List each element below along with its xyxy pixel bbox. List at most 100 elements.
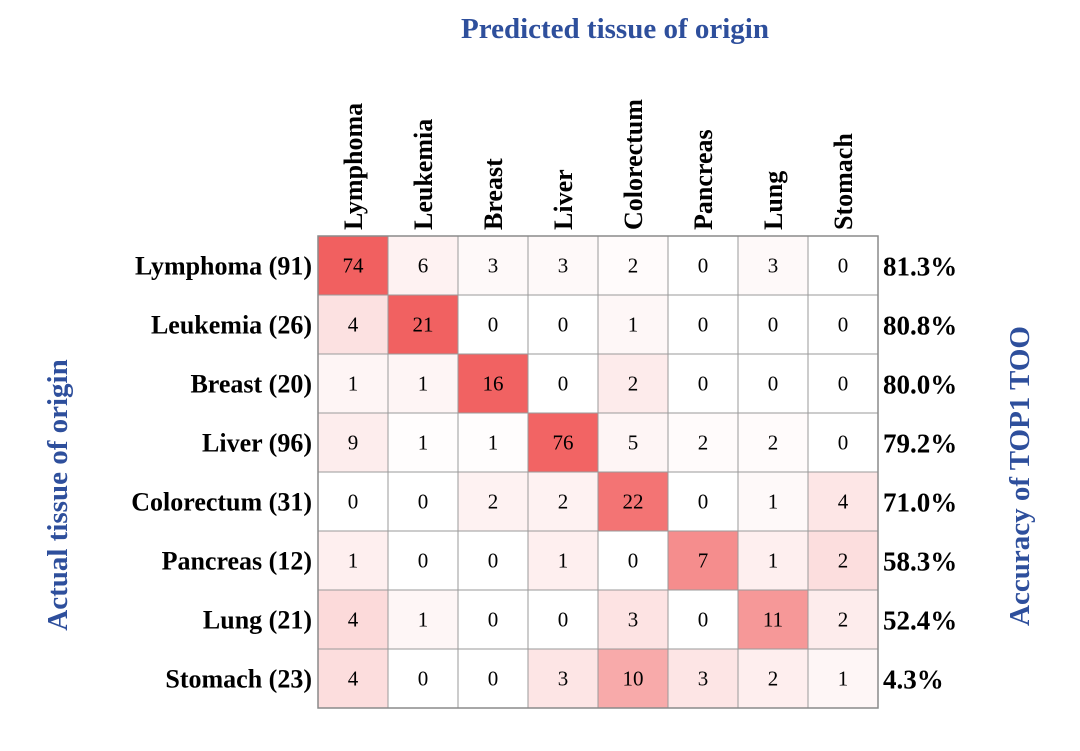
- column-label: Breast: [479, 158, 508, 230]
- cell-value: 1: [348, 549, 359, 573]
- cell-value: 0: [488, 549, 499, 573]
- cell-value: 0: [698, 254, 709, 278]
- cell-value: 0: [558, 608, 569, 632]
- cell-value: 0: [838, 254, 849, 278]
- heatmap-cell: [457, 412, 529, 473]
- heatmap-cell: [457, 589, 529, 650]
- heatmap-cell: [737, 530, 809, 591]
- accuracy-value: 80.8%: [883, 311, 957, 341]
- accuracy-value: 79.2%: [883, 429, 957, 459]
- cell-value: 2: [768, 667, 779, 691]
- chart-title: Predicted tissue of origin: [461, 13, 769, 45]
- heatmap-cell: [387, 294, 459, 355]
- heatmap-cell: [387, 353, 459, 414]
- heatmap-cell: [597, 353, 669, 414]
- cell-value: 0: [698, 490, 709, 514]
- heatmap-border: [317, 235, 879, 709]
- heatmap-cell: [807, 235, 879, 296]
- cell-value: 1: [838, 667, 849, 691]
- heatmap-cell: [667, 294, 739, 355]
- heatmap-cell: [807, 471, 879, 532]
- cell-value: 76: [553, 431, 574, 455]
- cell-value: 2: [628, 254, 639, 278]
- heatmap-cell: [597, 589, 669, 650]
- cell-value: 0: [488, 608, 499, 632]
- cell-value: 0: [558, 372, 569, 396]
- heatmap-cell: [457, 648, 529, 709]
- cell-value: 0: [698, 608, 709, 632]
- cell-value: 4: [348, 608, 359, 632]
- heatmap-cell: [597, 530, 669, 591]
- column-label: Stomach: [829, 133, 858, 230]
- heatmap-cell: [317, 589, 389, 650]
- column-label: Liver: [549, 169, 578, 230]
- cell-value: 9: [348, 431, 359, 455]
- cell-value: 16: [483, 372, 504, 396]
- accuracy-value: 81.3%: [883, 252, 957, 282]
- cell-value: 1: [488, 431, 499, 455]
- heatmap-cell: [457, 530, 529, 591]
- heatmap-cell: [807, 294, 879, 355]
- row-label: Pancreas (12): [162, 547, 312, 576]
- cell-value: 0: [838, 313, 849, 337]
- heatmap-cell: [737, 589, 809, 650]
- row-label: Lymphoma (91): [135, 252, 312, 281]
- cell-value: 0: [418, 667, 429, 691]
- row-label: Liver (96): [202, 429, 312, 458]
- heatmap-cells: 74 6 3 3 2 0 3 04 21 0 0 1 0 0 01 1 16 0 2 0 0 09 1 1 76 5 2 2 00 0 2 2…: [317, 235, 879, 709]
- row-label: Leukemia (26): [151, 311, 312, 340]
- cell-value: 3: [488, 254, 499, 278]
- row-label: Colorectum (31): [131, 488, 312, 517]
- cell-value: 74: [343, 254, 365, 278]
- heatmap-cell: [527, 353, 599, 414]
- cell-value: 0: [488, 667, 499, 691]
- cell-value: 22: [623, 490, 644, 514]
- column-label: Lung: [759, 171, 788, 230]
- column-label: Leukemia: [409, 119, 438, 230]
- heatmap-cell: [667, 530, 739, 591]
- heatmap-cell: [527, 471, 599, 532]
- cell-value: 0: [768, 372, 779, 396]
- cell-value: 2: [698, 431, 709, 455]
- heatmap-cell: [387, 530, 459, 591]
- heatmap-cell: [317, 235, 389, 296]
- accuracy-value: 4.3%: [883, 665, 944, 695]
- cell-value: 0: [418, 490, 429, 514]
- cell-value: 2: [558, 490, 569, 514]
- heatmap-cell: [737, 471, 809, 532]
- heatmap-cell: [387, 589, 459, 650]
- heatmap-cell: [527, 294, 599, 355]
- cell-value: 2: [838, 608, 849, 632]
- cell-value: 3: [698, 667, 709, 691]
- heatmap-cell: [597, 648, 669, 709]
- accuracy-value: 52.4%: [883, 606, 957, 636]
- heatmap-cell: [317, 412, 389, 473]
- cell-value: 10: [623, 667, 644, 691]
- cell-value: 2: [628, 372, 639, 396]
- cell-value: 0: [698, 372, 709, 396]
- cell-value: 2: [768, 431, 779, 455]
- accuracy-value: 80.0%: [883, 370, 957, 400]
- column-labels: Lymphoma Leukemia Breast Liver Colorectum Pan…: [339, 99, 858, 230]
- cell-value: 2: [838, 549, 849, 573]
- heatmap-cell: [667, 471, 739, 532]
- cell-value: 3: [558, 254, 569, 278]
- heatmap-cell: [527, 412, 599, 473]
- accuracy-labels: 81.3% 80.8% 80.0% 79.2% 71.0% 58.3% 52.4% 4.3%: [883, 252, 957, 695]
- cell-value: 2: [488, 490, 499, 514]
- cell-value: 0: [838, 372, 849, 396]
- cell-value: 0: [768, 313, 779, 337]
- cell-value: 1: [768, 549, 779, 573]
- cell-value: 21: [413, 313, 434, 337]
- cell-value: 3: [628, 608, 639, 632]
- accuracy-value: 71.0%: [883, 488, 957, 518]
- row-labels: Lymphoma (91) Leukemia (26) Breast (20) Liv…: [131, 252, 312, 694]
- heatmap-cell: [667, 353, 739, 414]
- cell-value: 1: [418, 372, 429, 396]
- cell-value: 3: [768, 254, 779, 278]
- cell-value: 1: [348, 372, 359, 396]
- cell-value: 6: [418, 254, 429, 278]
- heatmap-cell: [667, 235, 739, 296]
- heatmap-cell: [457, 353, 529, 414]
